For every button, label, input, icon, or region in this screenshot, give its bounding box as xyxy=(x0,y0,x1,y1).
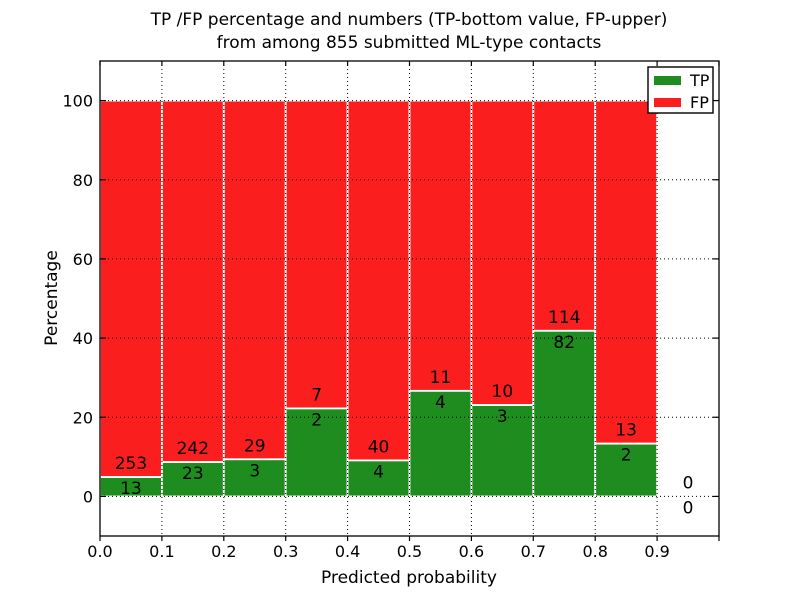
x-axis-label: Predicted probability xyxy=(321,568,497,588)
x-tick-label: 0.4 xyxy=(335,542,360,561)
y-tick-label: 40 xyxy=(73,329,93,348)
tp-count-label: 13 xyxy=(120,479,142,499)
bar-segment-tp xyxy=(346,459,411,498)
bar-segment-fp xyxy=(532,99,597,332)
chart-title-line1: TP /FP percentage and numbers (TP-bottom… xyxy=(150,10,668,30)
fp-count-label: 253 xyxy=(115,454,147,474)
y-tick-label: 60 xyxy=(73,250,93,269)
legend-swatch-fp-icon xyxy=(654,98,681,107)
tick-labels-layer: 0.0 0.1 0.2 0.3 0.4 0.5 0.6 0.7 0.8 0.9 0 20 40 60 80 1… xyxy=(62,92,669,561)
bar-segment-fp xyxy=(346,99,411,462)
bar-segment-tp xyxy=(408,389,473,498)
legend-swatch-tp-icon xyxy=(654,76,681,85)
bar-segment-fp xyxy=(594,99,659,445)
fp-count-label: 10 xyxy=(492,382,514,402)
fp-count-label: 7 xyxy=(311,385,322,405)
tp-count-label: 2 xyxy=(621,446,632,466)
fp-count-label: 114 xyxy=(548,308,580,328)
bar-segment-fp xyxy=(99,99,163,478)
tp-count-label: 3 xyxy=(249,461,260,481)
x-tick-label: 0.9 xyxy=(644,542,669,561)
bars-layer xyxy=(99,99,659,498)
legend: TP FP xyxy=(647,66,714,114)
bar-segment-tp xyxy=(284,407,349,498)
tp-count-label: 82 xyxy=(553,333,575,353)
y-tick-label: 80 xyxy=(73,171,93,190)
x-tick-label: 0.3 xyxy=(273,542,298,561)
fp-count-label: 242 xyxy=(177,439,209,459)
y-tick-label: 100 xyxy=(62,92,93,111)
x-tick-label: 0.2 xyxy=(211,542,236,561)
y-tick-label: 0 xyxy=(83,487,93,506)
legend-label-tp: TP xyxy=(689,71,710,90)
x-tick-label: 0.7 xyxy=(521,542,546,561)
fp-count-label: 13 xyxy=(615,421,637,441)
fp-count-label: 29 xyxy=(244,436,266,456)
bar-segment-fp xyxy=(222,99,287,461)
bar-segment-fp xyxy=(160,99,225,463)
bar-segment-tp xyxy=(594,442,659,498)
tp-count-label: 4 xyxy=(435,393,446,413)
tp-count-label: 2 xyxy=(311,410,322,430)
y-axis-label: Percentage xyxy=(42,250,62,346)
bar-segment-fp xyxy=(408,99,473,392)
tp-count-label: 23 xyxy=(182,464,204,484)
bar-segment-fp xyxy=(284,99,349,410)
x-tick-label: 0.6 xyxy=(459,542,484,561)
bar-segment-tp xyxy=(470,404,535,498)
fp-count-label: 11 xyxy=(430,368,452,388)
tp-count-label: 4 xyxy=(373,462,384,482)
axis-ticks-layer xyxy=(99,61,720,541)
fp-count-label: 0 xyxy=(683,473,694,493)
x-tick-label: 0.8 xyxy=(582,542,607,561)
x-tick-label: 0.1 xyxy=(149,542,174,561)
x-tick-label: 0.0 xyxy=(87,542,112,561)
chart-title-line2: from among 855 submitted ML-type contact… xyxy=(217,33,602,53)
bar-segment-tp xyxy=(532,329,597,498)
tp-count-label: 0 xyxy=(683,498,694,518)
bar-segment-fp xyxy=(470,99,535,406)
fp-count-label: 40 xyxy=(368,437,390,457)
legend-label-fp: FP xyxy=(690,93,709,112)
tp-count-label: 3 xyxy=(497,407,508,427)
y-tick-label: 20 xyxy=(73,408,93,427)
x-tick-label: 0.5 xyxy=(397,542,422,561)
